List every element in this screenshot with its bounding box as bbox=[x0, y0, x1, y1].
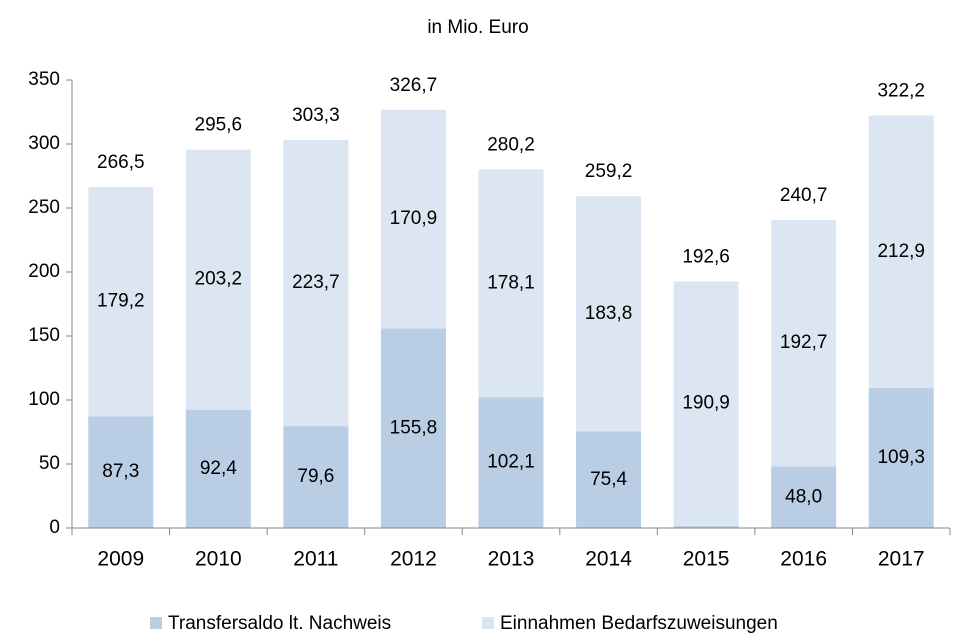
data-label: 155,8 bbox=[390, 417, 438, 438]
total-label: 192,6 bbox=[682, 246, 730, 267]
total-label: 303,3 bbox=[292, 105, 340, 126]
bar-segment bbox=[673, 281, 739, 526]
bar-segment bbox=[868, 388, 934, 528]
data-label: 79,6 bbox=[297, 466, 334, 487]
bar-segment bbox=[576, 431, 642, 528]
y-tick-label: 200 bbox=[28, 261, 60, 282]
data-label: 190,9 bbox=[682, 393, 730, 414]
data-label: 178,1 bbox=[487, 272, 535, 293]
x-tick-label: 2013 bbox=[488, 548, 535, 571]
total-label: 280,2 bbox=[487, 134, 535, 155]
y-tick-label: 0 bbox=[49, 517, 60, 538]
legend-label: Transfersaldo lt. Nachweis bbox=[168, 613, 391, 634]
bar-segment bbox=[380, 328, 446, 528]
x-tick-label: 2016 bbox=[780, 548, 827, 571]
total-label: 266,5 bbox=[97, 152, 145, 173]
bar-segment bbox=[88, 186, 154, 417]
y-tick-label: 350 bbox=[28, 69, 60, 90]
x-tick-label: 2012 bbox=[390, 548, 437, 571]
data-label: 179,2 bbox=[97, 291, 145, 312]
data-label: 203,2 bbox=[195, 269, 243, 290]
x-tick-label: 2010 bbox=[195, 548, 242, 571]
bar-segment bbox=[771, 466, 837, 528]
x-tick-label: 2015 bbox=[683, 548, 730, 571]
legend-swatch bbox=[482, 617, 494, 629]
bar-segment bbox=[478, 169, 544, 398]
y-tick-label: 150 bbox=[28, 325, 60, 346]
x-tick-label: 2009 bbox=[97, 548, 144, 571]
bar-segment bbox=[185, 409, 251, 528]
bar-segment bbox=[283, 426, 349, 528]
bar-segment bbox=[88, 416, 154, 528]
data-label: 48,0 bbox=[785, 486, 822, 507]
data-label: 192,7 bbox=[780, 332, 828, 353]
x-tick-label: 2017 bbox=[878, 548, 925, 571]
total-label: 322,2 bbox=[877, 81, 925, 102]
bar-segment bbox=[478, 397, 544, 528]
total-label: 240,7 bbox=[780, 185, 828, 206]
data-label: 75,4 bbox=[590, 469, 627, 490]
bar-segment bbox=[576, 196, 642, 432]
bar-segment bbox=[673, 525, 739, 528]
data-label: 170,9 bbox=[390, 208, 438, 229]
y-tick-label: 300 bbox=[28, 133, 60, 154]
y-tick-label: 100 bbox=[28, 389, 60, 410]
bar-segment bbox=[771, 219, 837, 467]
data-label: 102,1 bbox=[487, 452, 535, 473]
y-tick-label: 250 bbox=[28, 197, 60, 218]
x-tick-label: 2011 bbox=[293, 548, 338, 571]
total-label: 295,6 bbox=[195, 115, 243, 136]
bar-segment bbox=[380, 109, 446, 329]
chart-title: in Mio. Euro bbox=[427, 17, 528, 38]
legend-swatch bbox=[150, 617, 162, 629]
data-label: 212,9 bbox=[877, 241, 925, 262]
bar-segment bbox=[868, 115, 934, 389]
data-label: 87,3 bbox=[102, 461, 139, 482]
legend-label: Einnahmen Bedarfszuweisungen bbox=[500, 613, 778, 634]
data-label: 183,8 bbox=[585, 303, 633, 324]
x-tick-label: 2014 bbox=[585, 548, 632, 571]
bar-segment bbox=[185, 149, 251, 410]
total-label: 326,7 bbox=[390, 75, 438, 96]
total-label: 259,2 bbox=[585, 161, 633, 182]
y-tick-label: 50 bbox=[39, 453, 60, 474]
bar-segment bbox=[283, 139, 349, 427]
data-label: 109,3 bbox=[877, 447, 925, 468]
data-label: 92,4 bbox=[200, 458, 237, 479]
data-label: 223,7 bbox=[292, 272, 340, 293]
